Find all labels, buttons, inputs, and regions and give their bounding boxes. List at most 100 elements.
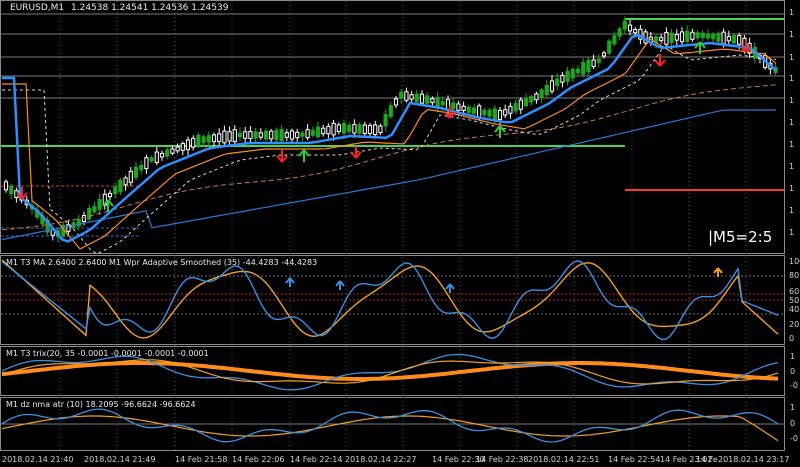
arrow-up-icon	[298, 149, 310, 162]
candle-body	[513, 102, 518, 112]
wpr-signal-line	[1, 259, 779, 339]
candle-body	[596, 58, 601, 63]
candle-body	[92, 205, 97, 213]
trix-panel-frame[interactable]	[0, 346, 785, 396]
candle-body	[107, 192, 113, 198]
nma-scale-tick: 1	[790, 403, 796, 412]
candle-body	[471, 107, 477, 114]
candle-body	[185, 139, 191, 151]
candle-body	[518, 99, 523, 110]
candle-body	[726, 35, 731, 42]
candle-body	[534, 93, 539, 101]
wpr-panel-frame[interactable]	[0, 255, 785, 345]
candle-body	[217, 133, 222, 142]
candle-body	[679, 31, 685, 43]
candle-body	[669, 32, 674, 44]
candle-body	[295, 131, 300, 139]
candle-body	[627, 24, 633, 32]
candle-body	[482, 109, 487, 116]
candle-body	[721, 31, 726, 45]
candle-body	[113, 186, 118, 195]
candle-body	[289, 130, 295, 140]
candle-body	[3, 181, 9, 191]
time-tick: 2018.02.14 22:27	[345, 455, 417, 464]
blue-ma-line	[2, 33, 777, 243]
candle-body	[258, 132, 263, 138]
time-tick: 14 Feb 22:14	[290, 455, 343, 464]
candle-body	[305, 129, 310, 139]
candle-body	[399, 91, 404, 99]
nma-panel-frame[interactable]	[0, 397, 785, 451]
price-tick: 1	[789, 74, 795, 83]
candle-body	[425, 95, 430, 104]
price-tick: 1	[789, 206, 795, 215]
dashed-ma-line	[2, 46, 777, 254]
candle-body	[711, 33, 716, 40]
nma-scale-tick: -0	[790, 434, 798, 443]
candle-body	[570, 68, 575, 79]
candle-body	[149, 157, 154, 162]
price-tick: 1	[789, 30, 795, 39]
candle-body	[284, 132, 289, 138]
candle-body	[243, 131, 248, 139]
candle-body	[492, 108, 497, 120]
candle-body	[466, 106, 471, 113]
time-tick: 2018.02.14 21:49	[84, 455, 156, 464]
wpr-scale-tick: 80	[789, 271, 800, 280]
candle-body	[549, 80, 555, 92]
candle-body	[76, 218, 81, 227]
arrow-up-icon	[713, 267, 723, 277]
wpr-scale-tick: 0	[789, 334, 795, 343]
nma-signal-line	[1, 415, 779, 442]
candle-body	[586, 59, 591, 73]
symbol-name: EURUSD,M1	[10, 3, 65, 13]
price-tick: 1	[789, 8, 795, 17]
time-tick: 14 Feb 22:38	[476, 455, 529, 464]
trix-smoothed-line	[1, 361, 779, 381]
arrow-down-icon	[740, 40, 752, 53]
arrow-up-icon	[285, 277, 295, 287]
time-tick: 2018.02.14 22:51	[528, 455, 600, 464]
nma-panel-label: M1 dz nma atr (10) 18.2095 -96.6624 -96.…	[6, 400, 196, 409]
candle-body	[87, 207, 92, 220]
candle-body	[310, 129, 315, 136]
wpr-scale-tick: 20	[789, 320, 800, 329]
candle-body	[331, 122, 336, 136]
nma-scale-tick: 0	[790, 419, 796, 428]
candle-body	[237, 132, 243, 138]
candle-body	[591, 59, 596, 67]
candle-body	[601, 52, 607, 57]
candle-body	[206, 135, 211, 143]
candle-body	[315, 126, 321, 138]
candle-body	[232, 129, 237, 143]
candle-body	[279, 128, 284, 142]
arrow-down-icon	[16, 187, 28, 200]
time-tick: 14 Feb 22:54	[608, 455, 661, 464]
candle-body	[269, 130, 274, 140]
candle-body	[201, 136, 206, 143]
arrow-up-icon	[494, 125, 506, 138]
candle-body	[731, 35, 737, 44]
candle-body	[456, 103, 461, 111]
candle-body	[227, 131, 232, 142]
candle-body	[300, 132, 305, 137]
candle-body	[622, 20, 627, 30]
arrow-down-icon	[276, 150, 288, 163]
main-chart-frame[interactable]	[0, 0, 785, 254]
candle-body	[503, 109, 508, 116]
symbol-header: EURUSD,M1 1.24538 1.24541 1.24536 1.2453…	[10, 3, 228, 13]
candle-body	[97, 198, 102, 210]
candle-body	[341, 122, 347, 134]
candle-body	[170, 148, 175, 154]
candle-body	[581, 61, 586, 75]
arrow-up-icon	[102, 199, 114, 212]
candle-body	[523, 97, 529, 107]
candle-body	[633, 29, 638, 34]
candle-body	[263, 130, 269, 140]
time-tick: 14 Feb 22:30	[432, 455, 485, 464]
candle-body	[674, 33, 679, 41]
candle-body	[477, 105, 482, 118]
nma-main-line	[1, 408, 779, 443]
candle-body	[378, 125, 383, 134]
